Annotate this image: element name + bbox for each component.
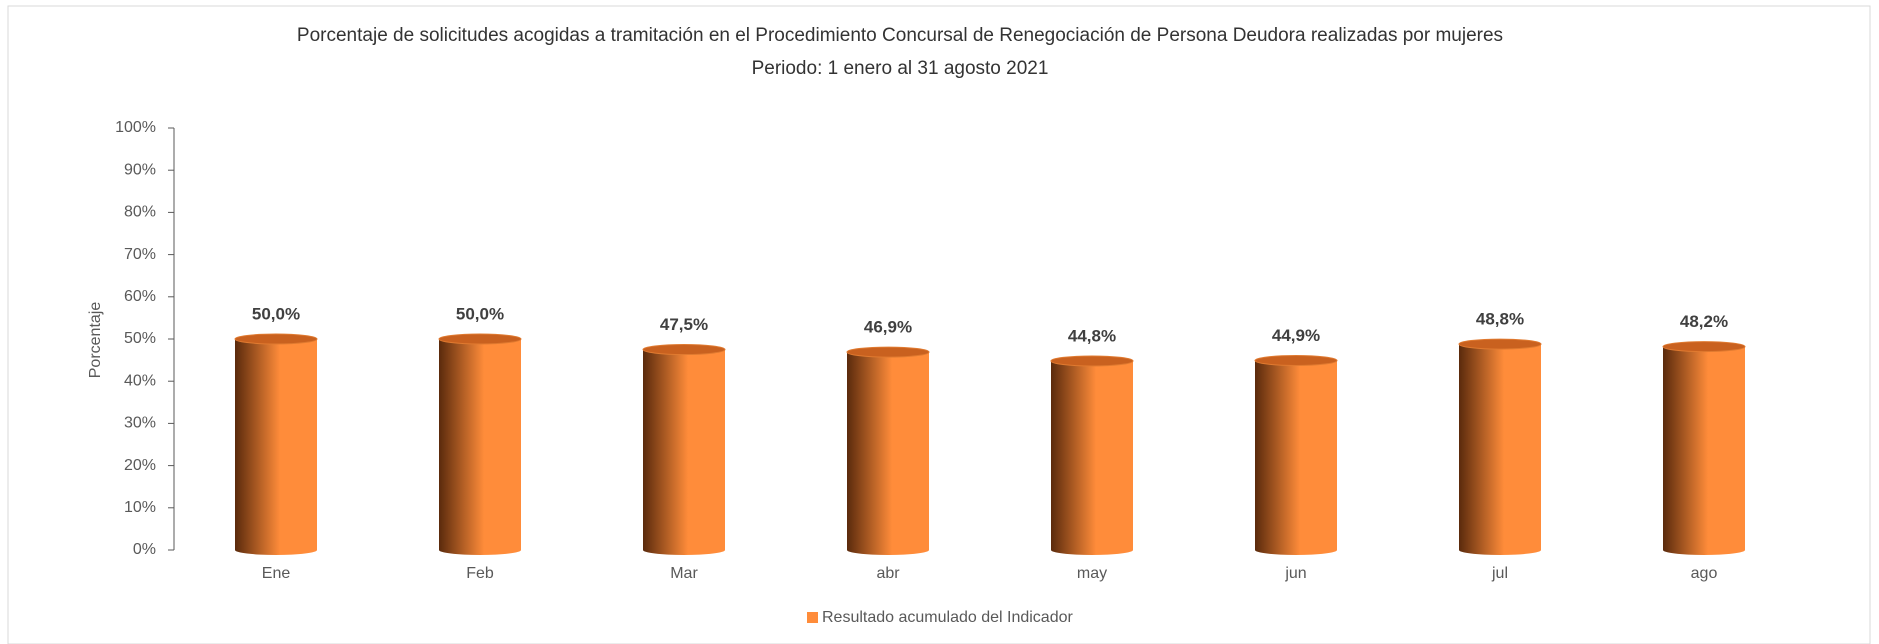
x-tick-label: ago xyxy=(1691,565,1718,582)
bar-top xyxy=(1458,338,1542,350)
value-label: 46,9% xyxy=(864,318,912,337)
bar xyxy=(439,339,521,555)
value-label: 47,5% xyxy=(660,315,708,334)
bar xyxy=(1459,344,1541,555)
bar-top xyxy=(642,344,726,356)
bar xyxy=(847,352,929,555)
legend-label: Resultado acumulado del Indicador xyxy=(822,609,1074,626)
legend-swatch xyxy=(807,612,818,623)
y-tick-label: 100% xyxy=(115,119,156,136)
y-tick-label: 80% xyxy=(124,204,156,221)
x-tick-label: Ene xyxy=(262,565,291,582)
value-label: 50,0% xyxy=(252,304,300,323)
value-label: 48,8% xyxy=(1476,310,1524,329)
bar-top xyxy=(1662,341,1746,353)
y-tick-label: 10% xyxy=(124,499,156,516)
y-tick-label: 40% xyxy=(124,372,156,389)
value-label: 44,9% xyxy=(1272,326,1320,345)
x-tick-label: Feb xyxy=(466,565,494,582)
x-tick-label: jul xyxy=(1491,565,1508,582)
y-tick-label: 0% xyxy=(133,541,156,558)
value-label: 44,8% xyxy=(1068,326,1116,345)
bar xyxy=(1051,360,1133,555)
bar-top xyxy=(1254,355,1338,367)
x-tick-label: jun xyxy=(1284,565,1306,582)
bar xyxy=(235,339,317,555)
y-tick-label: 70% xyxy=(124,246,156,263)
y-tick-label: 60% xyxy=(124,288,156,305)
value-label: 50,0% xyxy=(456,304,504,323)
value-label: 48,2% xyxy=(1680,312,1728,331)
x-tick-label: Mar xyxy=(670,565,698,582)
y-axis-label: Porcentaje xyxy=(87,302,104,379)
chart-subtitle: Periodo: 1 enero al 31 agosto 2021 xyxy=(752,58,1049,79)
chart-title: Porcentaje de solicitudes acogidas a tra… xyxy=(297,25,1503,46)
y-tick-label: 20% xyxy=(124,457,156,474)
bar-top xyxy=(1050,355,1134,367)
bar xyxy=(1255,360,1337,555)
x-tick-label: abr xyxy=(876,565,900,582)
chart-frame xyxy=(7,5,1871,644)
bar xyxy=(1663,346,1745,555)
bar xyxy=(643,349,725,555)
y-tick-label: 90% xyxy=(124,161,156,178)
bar-top xyxy=(438,333,522,345)
bar-top xyxy=(234,333,318,345)
bar-top xyxy=(846,346,930,358)
y-tick-label: 30% xyxy=(124,415,156,432)
y-tick-label: 50% xyxy=(124,330,156,347)
x-tick-label: may xyxy=(1077,565,1107,582)
